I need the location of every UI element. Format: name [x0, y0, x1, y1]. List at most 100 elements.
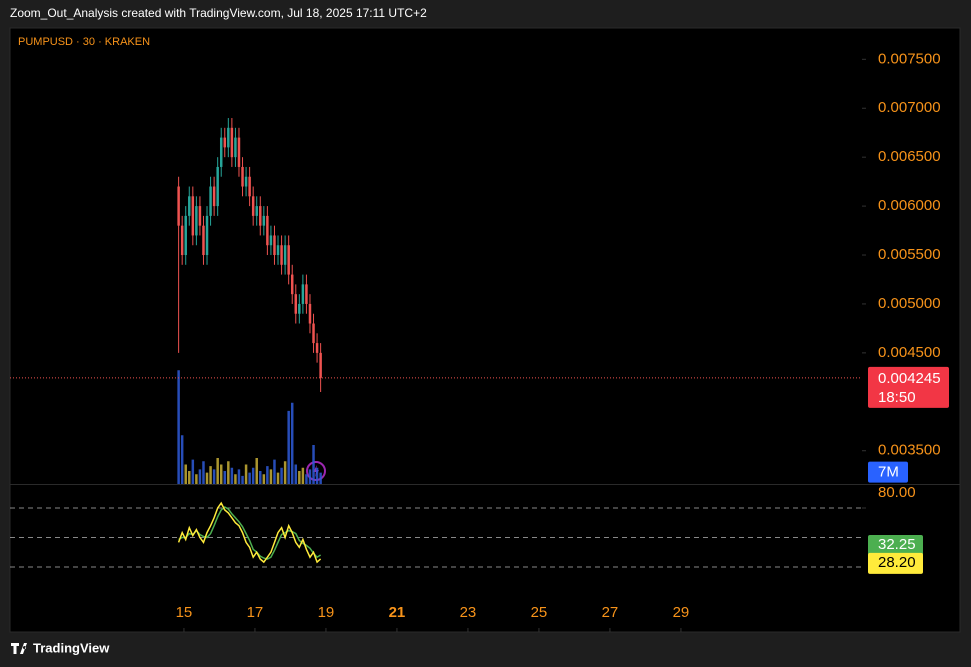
x-tick-label: 23: [460, 604, 477, 621]
candle-body: [195, 206, 198, 236]
volume-bar: [283, 461, 287, 484]
candle-body: [283, 245, 287, 265]
x-tick-label: 27: [602, 604, 619, 621]
candle-body: [198, 206, 202, 226]
symbol-label: PUMPUSD · 30 · KRAKEN: [18, 36, 150, 48]
volume-bar: [251, 467, 255, 484]
candle-body: [248, 176, 251, 197]
candle-body: [290, 274, 294, 295]
candle-body: [191, 196, 195, 236]
volume-bar: [234, 474, 237, 484]
volume-bar: [177, 370, 180, 484]
volume-bar: [312, 445, 315, 484]
volume-bar: [230, 467, 234, 484]
volume-bar: [319, 472, 322, 484]
y-tick-label: 0.007000: [878, 99, 941, 116]
brand-logo: [11, 643, 27, 654]
x-tick-label: 17: [247, 604, 264, 621]
volume-bar: [219, 464, 223, 484]
volume-bar: [276, 472, 280, 484]
countdown-label: 18:50: [878, 389, 916, 406]
volume-bar: [223, 471, 227, 484]
volume-bar: [184, 464, 187, 484]
volume-bar: [241, 475, 244, 484]
volume-bar: [308, 469, 312, 484]
volume-bar: [294, 464, 298, 484]
candle-body: [216, 166, 219, 207]
candle-body: [269, 235, 273, 246]
osc-label: 28.20: [878, 554, 916, 571]
candle-body: [259, 206, 262, 226]
osc-label: 32.25: [878, 536, 916, 553]
osc-tick-label: 80.00: [878, 484, 916, 501]
candle-body: [305, 284, 308, 304]
candle-body: [319, 352, 322, 378]
candle-body: [266, 215, 269, 246]
candle-body: [298, 303, 301, 314]
x-tick-label: 19: [318, 604, 335, 621]
y-tick-label: 0.003500: [878, 442, 941, 459]
candle-body: [251, 196, 255, 216]
candle-body: [312, 323, 315, 344]
y-tick-label: 0.004500: [878, 344, 941, 361]
candle-body: [230, 127, 234, 158]
x-tick-label: 21: [389, 604, 406, 621]
volume-bar: [209, 466, 212, 484]
candle-body: [237, 137, 241, 167]
volume-bar: [290, 402, 294, 484]
volume-bar: [287, 410, 290, 484]
x-tick-label: 15: [176, 604, 193, 621]
chart-panel: [9, 27, 961, 633]
candle-body: [212, 186, 216, 207]
volume-bar: [216, 458, 219, 484]
brand-name: TradingView: [33, 640, 110, 655]
y-tick-label: 0.005000: [878, 295, 941, 312]
volume-bar: [301, 467, 305, 484]
volume-bar: [298, 471, 301, 484]
candle-body: [301, 284, 305, 304]
volume-bar: [244, 464, 248, 484]
volume-label: 7M: [878, 464, 899, 481]
candle-body: [177, 186, 180, 226]
volume-bar: [305, 474, 308, 484]
candle-body: [241, 166, 244, 187]
volume-bar: [248, 472, 251, 484]
candle-body: [262, 215, 266, 226]
osc-label-box: [868, 552, 923, 574]
candle-body: [184, 215, 187, 256]
candle-body: [180, 225, 184, 256]
y-tick-label: 0.005500: [878, 246, 941, 263]
candle-body: [209, 186, 212, 216]
candle-body: [223, 137, 227, 148]
y-tick-label: 0.006500: [878, 148, 941, 165]
price-label: 0.004245: [878, 370, 941, 387]
candle-body: [315, 343, 319, 353]
x-tick-label: 25: [531, 604, 548, 621]
volume-bar: [191, 459, 195, 484]
candle-body: [227, 127, 230, 148]
volume-bar: [262, 474, 266, 484]
volume-bar: [205, 472, 209, 484]
volume-bar: [180, 435, 184, 484]
volume-bar: [266, 466, 269, 484]
y-tick-label: 0.007500: [878, 50, 941, 67]
candle-body: [219, 137, 223, 167]
osc-line: [178, 506, 321, 560]
candle-body: [276, 245, 280, 256]
osc-label-box: [868, 534, 923, 556]
osc-line: [177, 501, 322, 564]
volume-bar: [315, 467, 319, 484]
volume-bar: [269, 469, 273, 484]
volume-bar: [255, 458, 258, 484]
volume-bar: [280, 467, 283, 484]
x-tick-label: 29: [673, 604, 690, 621]
volume-label-box: [868, 461, 908, 483]
candle-body: [255, 206, 258, 216]
price-label-box: [868, 366, 949, 408]
volume-bar: [237, 469, 241, 484]
volume-bar: [212, 469, 216, 484]
candle-body: [205, 215, 209, 256]
volume-bar: [202, 461, 205, 484]
